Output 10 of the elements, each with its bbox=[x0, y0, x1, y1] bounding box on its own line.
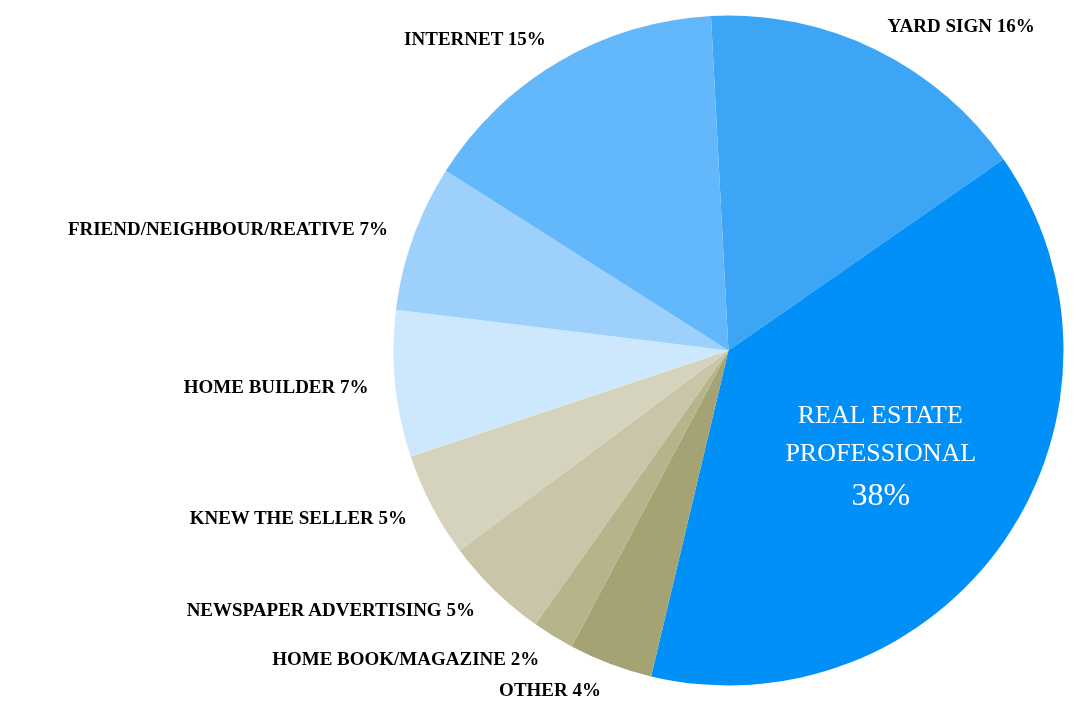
slice-label: INTERNET 15% bbox=[404, 27, 546, 49]
slice-label: YARD SIGN 16% bbox=[887, 15, 1035, 37]
slice-label: HOME BUILDER 7% bbox=[183, 376, 369, 398]
slice-label: HOME BOOK/MAGAZINE 2% bbox=[272, 648, 540, 670]
slice-label: REAL ESTATE PROFESSIONAL bbox=[785, 399, 977, 467]
slice-label: KNEW THE SELLER 5% bbox=[189, 507, 408, 529]
slice-label: NEWSPAPER ADVERTISING 5% bbox=[186, 599, 475, 621]
slice-label: FRIEND/NEIGHBOUR/REATIVE 7% bbox=[67, 217, 388, 239]
slice-label: OTHER 4% bbox=[499, 678, 601, 700]
data-label: 38% bbox=[851, 476, 911, 513]
